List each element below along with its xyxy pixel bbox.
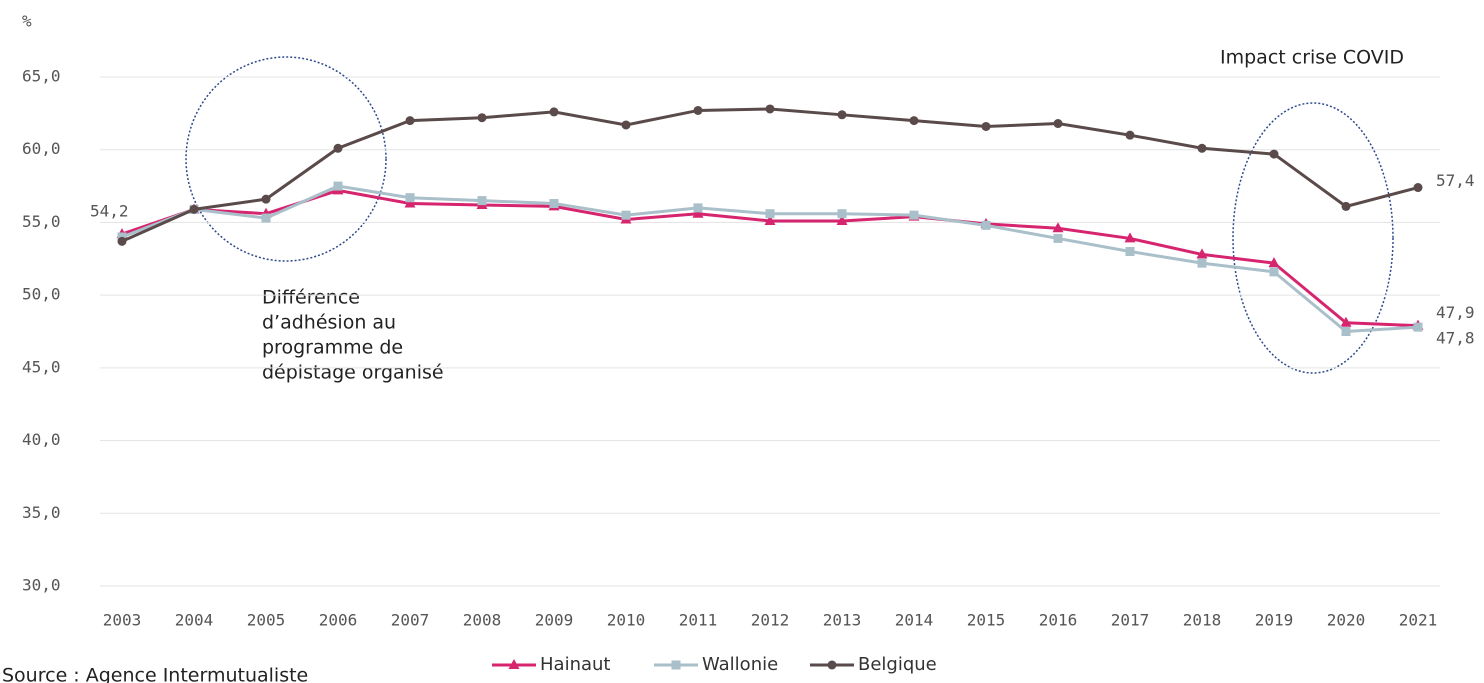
point [549, 199, 559, 209]
source: Source : Agence Intermutualiste [2, 665, 308, 683]
point [1125, 130, 1135, 140]
point [671, 660, 681, 670]
annotation: dépistage organisé [262, 362, 444, 384]
point [1269, 149, 1279, 159]
y-tick-label: 50,0 [22, 285, 61, 304]
data-label: 57,4 [1436, 171, 1475, 190]
x-tick-label: 2021 [1399, 611, 1438, 630]
point [1125, 247, 1135, 257]
highlight-ellipse [1232, 102, 1394, 374]
point [621, 210, 631, 220]
x-tick-label: 2016 [1039, 611, 1078, 630]
x-tick-label: 2015 [967, 611, 1006, 630]
point [549, 107, 559, 117]
x-tick-label: 2005 [247, 611, 286, 630]
x-tick-label: 2004 [175, 611, 214, 630]
point [1053, 233, 1063, 243]
point [405, 116, 415, 126]
point [477, 113, 487, 123]
data-label: 47,8 [1436, 329, 1475, 348]
point [764, 214, 776, 225]
x-tick-label: 2018 [1183, 611, 1222, 630]
x-tick-label: 2011 [679, 611, 718, 630]
y-tick-label: 45,0 [22, 357, 61, 376]
point [1268, 257, 1280, 268]
point [1124, 232, 1136, 243]
x-tick-label: 2006 [319, 611, 358, 630]
annotation: Impact crise COVID [1220, 47, 1404, 69]
point [1413, 322, 1423, 332]
legend-label: Belgique [858, 654, 937, 675]
y-tick-label: 40,0 [22, 430, 61, 449]
x-tick-label: 2014 [895, 611, 934, 630]
point [1341, 327, 1351, 336]
x-tick-label: 2020 [1327, 611, 1366, 630]
data-label: 54,2 [90, 202, 129, 221]
point [1269, 267, 1279, 277]
x-tick-label: 2003 [103, 611, 142, 630]
point [1052, 222, 1064, 233]
x-tick-label: 2008 [463, 611, 502, 630]
point [1053, 119, 1063, 129]
point [1413, 183, 1423, 193]
point [765, 209, 775, 219]
point [909, 210, 919, 220]
point [693, 203, 703, 213]
point [1340, 316, 1352, 327]
annotation: Différence [262, 287, 360, 309]
highlight-ellipse [185, 56, 387, 262]
point [261, 194, 271, 204]
y-tick-label: 65,0 [22, 67, 61, 86]
x-tick-label: 2010 [607, 611, 646, 630]
y-tick-label: 35,0 [22, 503, 61, 522]
point [621, 120, 631, 130]
point [508, 659, 520, 669]
point [404, 197, 416, 208]
point [405, 193, 415, 203]
x-tick-label: 2007 [391, 611, 430, 630]
point [981, 220, 991, 230]
x-tick-label: 2012 [751, 611, 790, 630]
y-unit: % [22, 12, 32, 31]
point [333, 181, 343, 191]
point [765, 104, 775, 114]
y-tick-label: 30,0 [22, 576, 61, 595]
point [692, 207, 704, 218]
point [1196, 248, 1208, 259]
point [836, 214, 848, 225]
point [981, 121, 991, 131]
annotation: d’adhésion au [262, 312, 396, 334]
x-tick-label: 2017 [1111, 611, 1150, 630]
series-line [121, 184, 1419, 334]
legend-label: Wallonie [702, 654, 778, 675]
point [117, 236, 127, 246]
point [189, 204, 199, 214]
point [837, 209, 847, 219]
point [1197, 258, 1207, 268]
annotation: programme de [262, 337, 403, 359]
data-label: 47,9 [1436, 303, 1475, 322]
point [827, 660, 837, 670]
x-tick-label: 2013 [823, 611, 862, 630]
point [1197, 143, 1207, 153]
point [837, 110, 847, 120]
x-tick-label: 2019 [1255, 611, 1294, 630]
y-tick-label: 60,0 [22, 139, 61, 158]
point [909, 116, 919, 126]
point [1341, 201, 1351, 211]
point [333, 143, 343, 153]
point [693, 105, 703, 115]
y-tick-label: 55,0 [22, 212, 61, 231]
x-tick-label: 2009 [535, 611, 574, 630]
point [261, 213, 271, 223]
legend-label: Hainaut [540, 654, 610, 675]
point [477, 196, 487, 206]
